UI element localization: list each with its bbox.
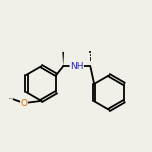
Text: methoxy: methoxy <box>9 98 15 99</box>
Text: O: O <box>21 99 28 108</box>
Text: NH: NH <box>70 62 83 71</box>
Polygon shape <box>62 52 64 66</box>
